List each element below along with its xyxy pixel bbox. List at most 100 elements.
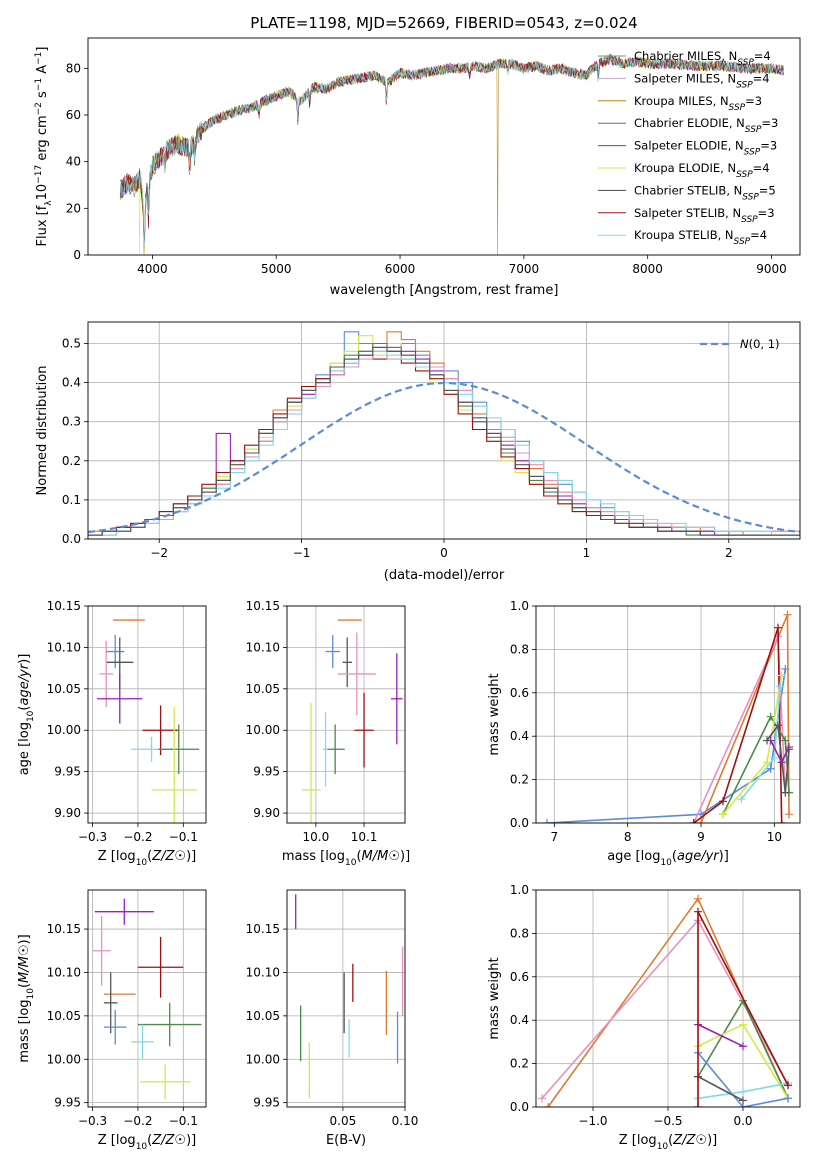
x-tick-label: 0.05	[330, 1114, 357, 1128]
errorbar-point	[142, 705, 179, 756]
legend-entry: Kroupa STELIB, NSSP=4	[634, 228, 767, 247]
y-tick-label: 0.2	[510, 773, 529, 787]
weight-series-line	[697, 1075, 744, 1102]
errorbar-point	[342, 637, 353, 688]
weight-series-line	[541, 919, 789, 1099]
y-tick-label: 0.6	[510, 970, 529, 984]
x-tick-label: −0.3	[78, 1114, 107, 1128]
weight-marker	[719, 797, 727, 806]
weight-marker	[785, 745, 793, 754]
x-tick-label: 10	[767, 830, 782, 844]
x-tick-label: 1	[583, 546, 591, 560]
y-tick-label: 0.4	[510, 1013, 529, 1027]
x-axis-label: Z [log10(Z/Z☉)]	[98, 1133, 196, 1152]
errorbar-point	[106, 634, 125, 669]
errorbar-point	[354, 692, 374, 768]
legend-entry: N(0, 1)	[740, 337, 780, 351]
y-tick-label: 0.0	[62, 532, 81, 546]
x-axis-label: Z [log10(Z/Z☉)]	[619, 1133, 717, 1152]
y-tick-label: 9.90	[253, 806, 280, 820]
errorbar-point	[131, 1024, 154, 1060]
y-tick-label: 10.05	[47, 1009, 81, 1023]
weight-marker	[763, 736, 771, 745]
weight_vs_Z-axes: −1.0 −0.5 0.0 0.0 0.2 0.4 0.6 0.8 1.0 Z [log10(Z/…	[487, 883, 801, 1152]
y-axis-label: mass weight	[487, 957, 502, 1039]
y-tick-label: 10.15	[246, 922, 280, 936]
y-tick-label: 1.0	[510, 599, 529, 613]
weight-marker	[719, 810, 727, 819]
axes-frame	[286, 605, 406, 824]
legend-entry: Salpeter STELIB, NSSP=3	[634, 206, 775, 225]
errorbar-point	[325, 724, 345, 775]
y-tick-label: 1.0	[510, 883, 529, 897]
x-tick-label: 2	[725, 546, 733, 560]
errorbar-point	[97, 673, 143, 724]
y-tick-label: 10.00	[246, 723, 280, 737]
y-tick-label: 10.10	[246, 640, 280, 654]
errorbar-point	[151, 707, 197, 823]
mass_vs_Z-plot-area	[92, 898, 202, 1100]
x-axis-label: Z [log10(Z/Z☉)]	[98, 849, 196, 868]
x-tick-label: −0.2	[123, 1114, 152, 1128]
y-tick-label: 0.8	[510, 926, 529, 940]
y-tick-label: 0	[73, 248, 81, 262]
y-tick-label: 0.0	[510, 816, 529, 830]
weight-marker	[766, 712, 775, 721]
y-tick-label: 9.95	[54, 1096, 81, 1110]
x-tick-label: 10.1	[351, 830, 378, 844]
weight-marker	[697, 819, 705, 823]
y-tick-label: 10.10	[47, 640, 81, 654]
x-tick-label: −2	[150, 546, 168, 560]
axes-frame	[535, 889, 801, 1108]
x-axis-label: (data-model)/error	[384, 568, 505, 583]
age_vs_Z-plot-area	[97, 619, 200, 823]
x-tick-label: 4000	[137, 262, 168, 276]
weight-marker	[781, 736, 790, 745]
x-tick-label: 0	[440, 546, 448, 560]
residuals-axes: −2 −1 0 1 2 0.0 0.1 0.2 0.3 0.4 0.5 (data-model)/er…	[35, 321, 801, 583]
y-tick-label: 0.2	[62, 454, 81, 468]
weight_vs_age-axes: 7 8 9 10 0.0 0.2 0.4 0.6 0.8 1.0 age [log10(age/yr…	[487, 599, 801, 868]
mass_vs_EBV-axes: 0.05 0.10 9.95 10.00 10.05 10.10 10.15 E(B-V)	[246, 889, 419, 1148]
weight-marker	[763, 758, 771, 767]
normal-curve	[88, 381, 800, 534]
x-tick-label: 0.0	[733, 1114, 752, 1128]
y-tick-label: 9.90	[54, 806, 81, 820]
errorbar-point	[137, 1002, 202, 1047]
errorbar-point	[103, 1009, 127, 1045]
weight-marker	[544, 1103, 552, 1107]
x-tick-label: 7000	[509, 262, 540, 276]
x-tick-label: −1	[293, 546, 311, 560]
weight-marker	[739, 1096, 747, 1105]
spectrum-series-line	[119, 53, 784, 246]
weight-marker	[777, 819, 786, 823]
y-axis-label: age [log10(age/yr)]	[17, 654, 36, 776]
x-tick-label: −0.2	[123, 830, 152, 844]
mass_vs_EBV-plot-area	[295, 894, 404, 1099]
weight-series-line	[697, 1023, 744, 1047]
axes-frame	[87, 321, 801, 540]
x-axis-label: E(B-V)	[326, 1133, 366, 1148]
weight-marker	[774, 623, 782, 632]
weight-series-line	[766, 723, 790, 793]
legend-entry: Kroupa MILES, NSSP=3	[634, 94, 762, 113]
x-tick-label: −0.5	[653, 1114, 682, 1128]
errorbar-point	[140, 1064, 191, 1100]
histogram-step-line	[88, 346, 800, 536]
weight-marker	[785, 810, 793, 819]
spectrum-axes: 4000 5000 6000 7000 8000 9000 0 20 40 60 80 PLATE=1…	[34, 14, 801, 298]
weight-series-line	[700, 614, 790, 823]
legend-entry: Salpeter MILES, NSSP=4	[634, 71, 770, 90]
y-tick-label: 10.05	[47, 682, 81, 696]
age_vs_mass-plot-area	[301, 619, 403, 823]
y-tick-label: 0.6	[510, 686, 529, 700]
errorbar-point	[325, 634, 340, 669]
x-axis-label: age [log10(age/yr)]	[607, 849, 729, 868]
y-tick-label: 0.3	[62, 415, 81, 429]
x-tick-label: 0.10	[392, 1114, 419, 1128]
x-tick-label: 8000	[632, 262, 663, 276]
x-tick-label: 6000	[385, 262, 416, 276]
y-tick-label: 0.2	[510, 1057, 529, 1071]
axes-frame	[535, 605, 801, 824]
